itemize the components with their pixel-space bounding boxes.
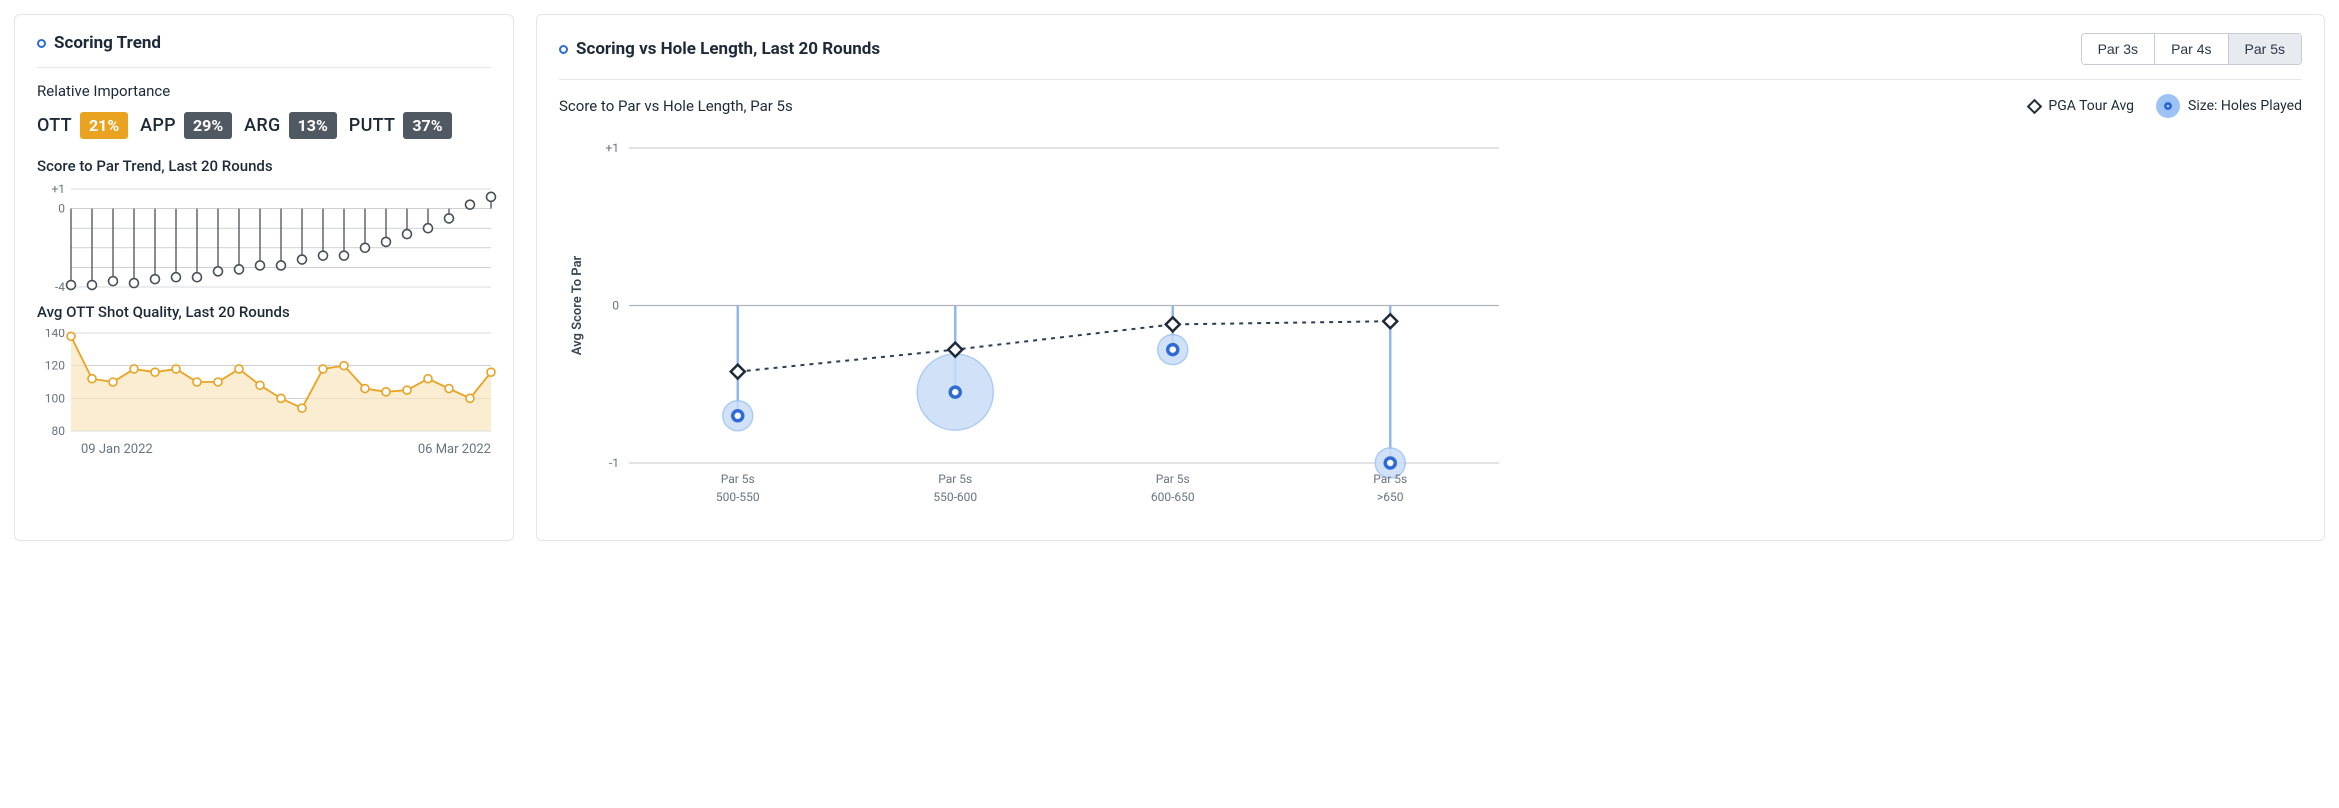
legend-pga-label: PGA Tour Avg xyxy=(2048,98,2134,114)
chart-subtitle: Score to Par vs Hole Length, Par 5s xyxy=(559,97,793,115)
hole-length-panel: Scoring vs Hole Length, Last 20 Rounds P… xyxy=(536,14,2325,541)
tab-par-4s[interactable]: Par 4s xyxy=(2155,34,2228,64)
svg-text:0: 0 xyxy=(58,202,65,216)
importance-metric-label: PUTT xyxy=(349,115,396,136)
hole-length-chart: Avg Score To Par -1 0 +1 Par 5s 500-550 Par 5s… xyxy=(559,128,1519,518)
svg-text:-1: -1 xyxy=(609,456,619,470)
panel-header: Scoring Trend xyxy=(37,33,491,68)
importance-label: Relative Importance xyxy=(37,82,491,100)
svg-text:120: 120 xyxy=(45,359,65,373)
tab-par-3s[interactable]: Par 3s xyxy=(2082,34,2155,64)
importance-badge: 29% xyxy=(184,112,232,139)
svg-text:550-600: 550-600 xyxy=(933,490,977,504)
legend-pga: PGA Tour Avg xyxy=(2029,98,2134,114)
panel-title-wrap: Scoring Trend xyxy=(37,33,161,53)
panel-header: Scoring vs Hole Length, Last 20 Rounds P… xyxy=(559,33,2302,80)
svg-text:140: 140 xyxy=(45,329,65,340)
panel-title-wrap: Scoring vs Hole Length, Last 20 Rounds xyxy=(559,39,880,59)
svg-text:>650: >650 xyxy=(1377,490,1404,504)
importance-metric-label: APP xyxy=(140,115,176,136)
svg-text:600-650: 600-650 xyxy=(1151,490,1195,504)
importance-badge: 13% xyxy=(289,112,337,139)
ott-quality-title: Avg OTT Shot Quality, Last 20 Rounds xyxy=(37,303,491,321)
svg-text:Par 5s: Par 5s xyxy=(1156,472,1190,486)
svg-text:Avg Score To Par: Avg Score To Par xyxy=(570,255,585,355)
svg-text:06 Mar 2022: 06 Mar 2022 xyxy=(418,442,491,457)
importance-metric-label: OTT xyxy=(37,115,72,136)
importance-row: OTT 21% APP 29% ARG 13% PUTT 37% xyxy=(37,112,491,139)
diamond-icon xyxy=(2027,98,2043,114)
importance-item: ARG 13% xyxy=(244,112,337,139)
svg-text:Par 5s: Par 5s xyxy=(1373,472,1407,486)
svg-text:500-550: 500-550 xyxy=(716,490,760,504)
svg-text:-4: -4 xyxy=(55,280,65,293)
par-tabs: Par 3sPar 4sPar 5s xyxy=(2081,33,2302,65)
svg-text:100: 100 xyxy=(45,391,65,405)
legend-size-label: Size: Holes Played xyxy=(2188,98,2302,114)
score-trend-title: Score to Par Trend, Last 20 Rounds xyxy=(37,157,491,175)
svg-text:0: 0 xyxy=(612,299,619,313)
bubble-icon xyxy=(2156,94,2180,118)
importance-metric-label: ARG xyxy=(244,115,280,136)
svg-text:Par 5s: Par 5s xyxy=(721,472,755,486)
importance-badge: 21% xyxy=(80,112,128,139)
blue-ring-icon xyxy=(37,39,46,48)
svg-text:Par 5s: Par 5s xyxy=(938,472,972,486)
importance-item: PUTT 37% xyxy=(349,112,452,139)
importance-item: OTT 21% xyxy=(37,112,128,139)
importance-item: APP 29% xyxy=(140,112,232,139)
importance-badge: 37% xyxy=(403,112,451,139)
scoring-trend-panel: Scoring Trend Relative Importance OTT 21%… xyxy=(14,14,514,541)
ott-quality-chart: 80 100 120 140 09 Jan 2022 06 Mar 2022 xyxy=(37,329,497,459)
legend-row: Score to Par vs Hole Length, Par 5s PGA … xyxy=(559,94,2302,118)
panel-title: Scoring Trend xyxy=(54,33,161,53)
legend-size: Size: Holes Played xyxy=(2156,94,2302,118)
blue-ring-icon xyxy=(559,45,568,54)
tab-par-5s[interactable]: Par 5s xyxy=(2229,34,2301,64)
svg-text:80: 80 xyxy=(52,424,66,438)
svg-text:09 Jan 2022: 09 Jan 2022 xyxy=(81,442,153,457)
svg-text:+1: +1 xyxy=(51,183,65,196)
svg-text:+1: +1 xyxy=(605,141,619,155)
panel-title: Scoring vs Hole Length, Last 20 Rounds xyxy=(576,39,880,59)
score-trend-chart: -4 0 +1 xyxy=(37,183,497,293)
legend-right: PGA Tour Avg Size: Holes Played xyxy=(2029,94,2302,118)
